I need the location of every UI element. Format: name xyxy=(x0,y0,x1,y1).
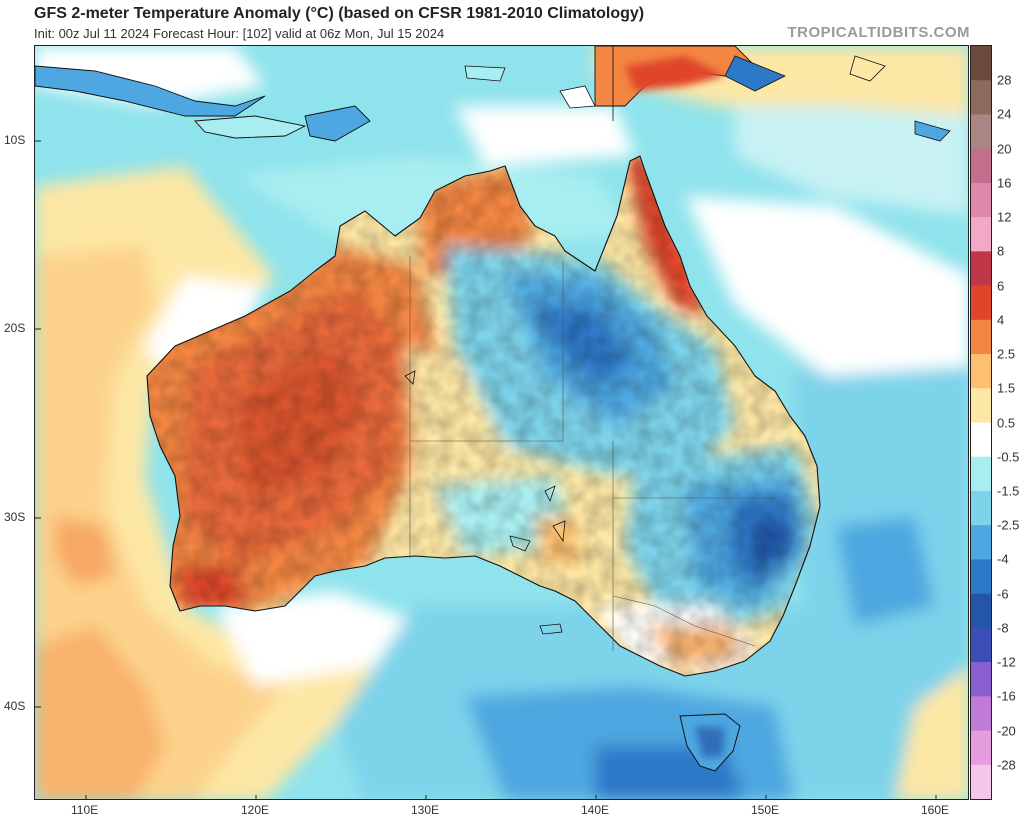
lon-label: 110E xyxy=(71,803,99,817)
colorbar-tick-label: -1.5 xyxy=(997,483,1020,499)
lat-label: 40S xyxy=(4,699,26,713)
colorbar-swatch xyxy=(971,217,991,252)
colorbar-swatch xyxy=(971,148,991,184)
colorbar-tick-label: -4 xyxy=(997,551,1009,567)
colorbar-swatch xyxy=(971,525,991,560)
colorbar-swatch xyxy=(971,593,991,629)
colorbar-tick-label: 24 xyxy=(997,106,1012,122)
colorbar-tick-label: 20 xyxy=(997,141,1012,157)
colorbar-swatch xyxy=(971,388,991,423)
lat-label: 30S xyxy=(4,510,26,524)
colorbar-tick-label: -2.5 xyxy=(997,517,1020,533)
state-borders xyxy=(409,256,775,651)
colorbar-tick-label: -20 xyxy=(997,723,1016,739)
northern-islands xyxy=(35,46,951,142)
colorbar-tick-label: 12 xyxy=(997,209,1012,225)
colorbar-swatch xyxy=(971,490,991,526)
colorbar-tick-label: 28 xyxy=(997,72,1012,88)
lon-label: 140E xyxy=(581,803,610,817)
colorbar xyxy=(970,45,992,800)
map-canvas xyxy=(35,46,968,799)
inland-lakes xyxy=(404,370,566,552)
colorbar-swatch xyxy=(971,456,991,492)
lon-label: 120E xyxy=(241,803,270,817)
axis-ticks xyxy=(35,140,937,799)
colorbar-tick-label: -8 xyxy=(997,620,1009,636)
colorbar-tick-label: -12 xyxy=(997,654,1016,670)
colorbar-swatch xyxy=(971,696,991,732)
colorbar-tick-label: 6 xyxy=(997,278,1005,294)
brand-watermark: TROPICALTIDBITS.COM xyxy=(787,24,970,41)
colorbar-tick-label: -28 xyxy=(997,757,1016,773)
colorbar-tick-label: 2.5 xyxy=(997,346,1016,362)
colorbar-swatch xyxy=(971,627,991,663)
colorbar-tick-label: -6 xyxy=(997,586,1009,602)
anomaly-map xyxy=(34,45,969,800)
colorbar-tick-label: 8 xyxy=(997,243,1005,259)
colorbar-swatch xyxy=(971,730,991,766)
colorbar-swatch xyxy=(971,251,991,287)
colorbar-swatch xyxy=(971,662,991,697)
lon-label: 130E xyxy=(411,803,440,817)
colorbar-swatches xyxy=(971,46,991,800)
colorbar-swatch xyxy=(971,80,991,115)
colorbar-swatch xyxy=(971,319,991,355)
colorbar-swatch xyxy=(971,46,991,81)
colorbar-tick-label: 0.5 xyxy=(997,415,1016,430)
colorbar-swatch xyxy=(971,114,991,150)
colorbar-swatch xyxy=(971,354,991,389)
lon-label: 160E xyxy=(921,803,950,817)
lon-label: 150E xyxy=(751,803,780,817)
lat-label: 10S xyxy=(4,133,26,147)
kangaroo-island xyxy=(539,623,563,635)
map-title: GFS 2-meter Temperature Anomaly (°C) (ba… xyxy=(34,5,645,22)
colorbar-tick-label: 16 xyxy=(997,175,1012,191)
colorbar-swatch xyxy=(971,422,991,458)
colorbar-tick-label: 1.5 xyxy=(997,380,1016,396)
colorbar-swatch xyxy=(971,182,991,218)
forecast-info: Init: 00z Jul 11 2024 Forecast Hour: [10… xyxy=(34,26,445,41)
lat-label: 20S xyxy=(4,321,26,335)
colorbar-tick-label: -0.5 xyxy=(997,449,1020,465)
australia-coastline xyxy=(146,155,821,677)
colorbar-tick-label: -16 xyxy=(997,688,1016,704)
colorbar-tick-label: 4 xyxy=(997,312,1005,328)
colorbar-swatch xyxy=(971,559,991,595)
colorbar-swatch xyxy=(971,285,991,321)
tasmania xyxy=(679,713,741,772)
colorbar-swatch xyxy=(971,764,991,800)
